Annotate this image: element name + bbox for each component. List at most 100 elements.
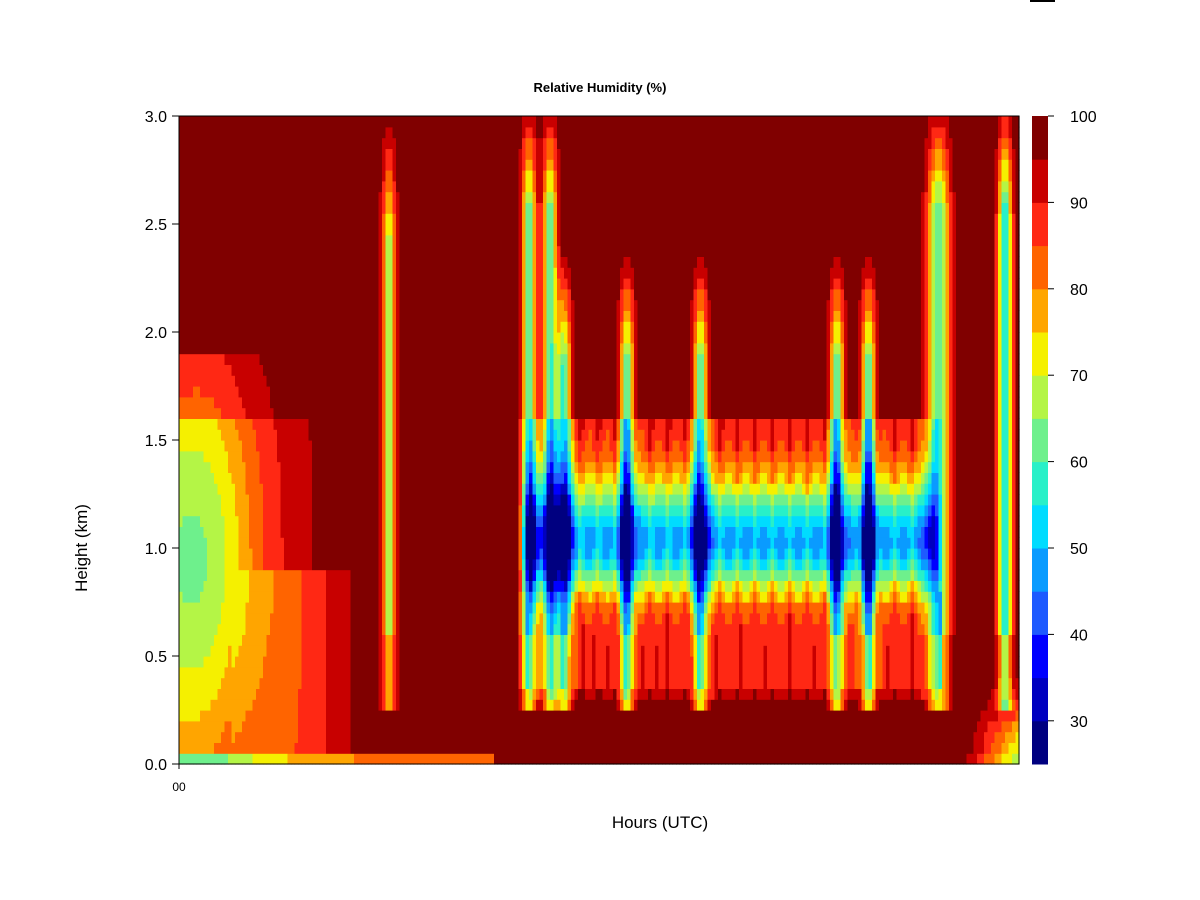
heatmap-cell	[193, 483, 198, 495]
heatmap-cell	[238, 558, 243, 571]
heatmap-cell	[431, 332, 436, 344]
heatmap-cell	[245, 375, 250, 387]
heatmap-cell	[277, 364, 282, 376]
heatmap-cell	[256, 353, 261, 365]
heatmap-cell	[364, 450, 369, 463]
heatmap-cell	[266, 591, 271, 603]
heatmap-cell	[424, 224, 429, 236]
heatmap-cell	[382, 440, 387, 452]
heatmap-cell	[203, 472, 208, 484]
heatmap-cell	[207, 396, 212, 409]
heatmap-cell	[287, 353, 292, 365]
heatmap-cell	[434, 558, 439, 571]
heatmap-cell	[441, 656, 446, 668]
heatmap-cell	[242, 612, 247, 625]
heatmap-cell	[361, 720, 366, 733]
heatmap-cell	[427, 526, 432, 538]
heatmap-cell	[294, 580, 299, 592]
heatmap-cell	[371, 742, 376, 754]
heatmap-cell	[182, 677, 187, 689]
heatmap-cell	[434, 699, 439, 711]
heatmap-cell	[382, 364, 387, 376]
heatmap-cell	[336, 504, 341, 517]
heatmap-cell	[301, 278, 306, 290]
heatmap-cell	[333, 494, 338, 506]
heatmap-cell	[364, 472, 369, 484]
heatmap-cell	[266, 332, 271, 344]
heatmap-cell	[203, 515, 208, 527]
heatmap-cell	[336, 472, 341, 484]
heatmap-cell	[189, 267, 194, 279]
heatmap-cell	[200, 386, 205, 398]
heatmap-cell	[298, 202, 303, 214]
heatmap-cell	[406, 159, 411, 171]
heatmap-cell	[389, 537, 394, 549]
heatmap-cell	[249, 656, 254, 668]
heatmap-cell	[298, 288, 303, 301]
heatmap-cell	[182, 720, 187, 733]
heatmap-cell	[259, 407, 264, 419]
heatmap-cell	[301, 537, 306, 549]
heatmap-cell	[343, 504, 348, 517]
heatmap-cell	[301, 245, 306, 257]
heatmap-cell	[441, 742, 446, 754]
heatmap-cell	[396, 580, 401, 592]
heatmap-cell	[434, 623, 439, 635]
heatmap-cell	[298, 332, 303, 344]
heatmap-cell	[361, 591, 366, 603]
heatmap-cell	[455, 418, 460, 430]
heatmap-cell	[389, 332, 394, 344]
heatmap-cell	[308, 375, 313, 387]
heatmap-cell	[410, 278, 415, 290]
heatmap-cell	[413, 537, 418, 549]
heatmap-cell	[329, 666, 334, 679]
heatmap-cell	[186, 332, 191, 344]
heatmap-cell	[305, 656, 310, 668]
heatmap-cell	[329, 623, 334, 635]
heatmap-cell	[259, 396, 264, 409]
heatmap-cell	[294, 450, 299, 463]
heatmap-cell	[354, 623, 359, 635]
heatmap-cell	[179, 342, 184, 355]
heatmap-cell	[228, 386, 233, 398]
heatmap-cell	[294, 332, 299, 344]
heatmap-cell	[340, 364, 345, 376]
heatmap-cell	[210, 342, 215, 355]
heatmap-cell	[270, 440, 275, 452]
heatmap-cell	[455, 278, 460, 290]
heatmap-cell	[403, 461, 408, 473]
heatmap-cell	[214, 332, 219, 344]
heatmap-cell	[343, 602, 348, 614]
heatmap-cell	[350, 321, 355, 333]
heatmap-cell	[448, 342, 453, 355]
heatmap-cell	[406, 634, 411, 646]
heatmap-cell	[403, 191, 408, 203]
heatmap-cell	[434, 386, 439, 398]
heatmap-cell	[343, 396, 348, 409]
heatmap-cell	[336, 699, 341, 711]
heatmap-cell	[277, 310, 282, 322]
heatmap-cell	[399, 234, 404, 247]
heatmap-cell	[280, 634, 285, 646]
heatmap-cell	[434, 180, 439, 193]
heatmap-cell	[322, 278, 327, 290]
heatmap-cell	[413, 245, 418, 257]
heatmap-cell	[228, 364, 233, 376]
heatmap-cell	[273, 332, 278, 344]
heatmap-cell	[196, 278, 201, 290]
heatmap-cell	[333, 558, 338, 571]
heatmap-cell	[389, 310, 394, 322]
heatmap-cell	[424, 159, 429, 171]
heatmap-cell	[182, 386, 187, 398]
heatmap-cell	[280, 288, 285, 301]
heatmap-cell	[224, 602, 229, 614]
heatmap-cell	[462, 342, 467, 355]
heatmap-cell	[466, 461, 471, 473]
heatmap-cell	[266, 299, 271, 311]
heatmap-cell	[263, 558, 268, 571]
heatmap-cell	[354, 137, 359, 149]
heatmap-cell	[231, 656, 236, 668]
heatmap-cell	[382, 602, 387, 614]
heatmap-cell	[203, 137, 208, 149]
heatmap-cell	[399, 753, 404, 765]
